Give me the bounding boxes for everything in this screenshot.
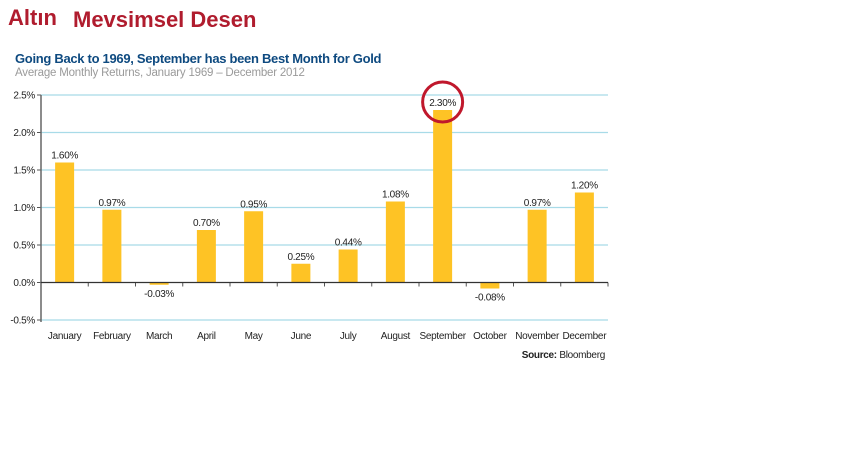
y-tick-label: 1.5% xyxy=(13,166,35,177)
data-label: 0.97% xyxy=(98,198,125,209)
x-tick-label: August xyxy=(381,331,411,342)
bar-june xyxy=(291,263,311,283)
data-label: 1.60% xyxy=(51,151,78,162)
x-tick-label: May xyxy=(245,331,263,342)
x-tick-label: October xyxy=(473,331,507,342)
bar-may xyxy=(244,211,264,283)
x-tick-label: June xyxy=(291,331,312,342)
title-word-1: Altın xyxy=(8,5,57,30)
bar-march xyxy=(149,282,169,285)
bar-april xyxy=(196,230,216,283)
y-tick-label: 0.0% xyxy=(13,278,35,289)
bar-december xyxy=(574,192,594,283)
bar-july xyxy=(338,249,358,283)
data-label: 1.20% xyxy=(571,181,598,192)
data-label: -0.08% xyxy=(475,293,505,304)
bar-october xyxy=(480,282,500,289)
title-word-2: Mevsimsel Desen xyxy=(73,7,257,32)
data-label: 1.08% xyxy=(382,190,409,201)
source-label: Source: xyxy=(522,350,560,361)
x-tick-label: January xyxy=(48,331,82,342)
bar-january xyxy=(55,162,75,283)
y-tick-label: 2.5% xyxy=(13,91,35,102)
x-tick-label: April xyxy=(197,331,216,342)
bar-september xyxy=(433,110,453,283)
y-tick-label: 1.0% xyxy=(13,203,35,214)
highlight-circle xyxy=(421,80,465,124)
data-label: 0.44% xyxy=(335,238,362,249)
source-value: Bloomberg xyxy=(559,350,605,361)
bar-november xyxy=(527,209,547,283)
x-tick-label: December xyxy=(563,331,608,342)
data-label: 0.97% xyxy=(524,198,551,209)
data-label: 2.30% xyxy=(429,98,456,109)
y-tick-label: 0.5% xyxy=(13,241,35,252)
source-note: Source: Bloomberg xyxy=(522,350,605,361)
x-tick-label: February xyxy=(93,331,131,342)
y-tick-label: 2.0% xyxy=(13,128,35,139)
data-label: 0.70% xyxy=(193,218,220,229)
x-tick-label: September xyxy=(420,331,467,342)
bar-august xyxy=(385,201,405,283)
chart-subtitle: Average Monthly Returns, January 1969 – … xyxy=(15,67,305,79)
data-label: 0.25% xyxy=(287,252,314,263)
y-tick-label: -0.5% xyxy=(10,316,35,327)
chart-title: Going Back to 1969, September has been B… xyxy=(15,51,382,66)
data-label: 0.95% xyxy=(240,199,267,210)
data-label: -0.03% xyxy=(144,289,174,300)
x-tick-label: March xyxy=(146,331,172,342)
bar-february xyxy=(102,209,122,283)
x-tick-label: November xyxy=(515,331,560,342)
x-tick-label: July xyxy=(340,331,357,342)
